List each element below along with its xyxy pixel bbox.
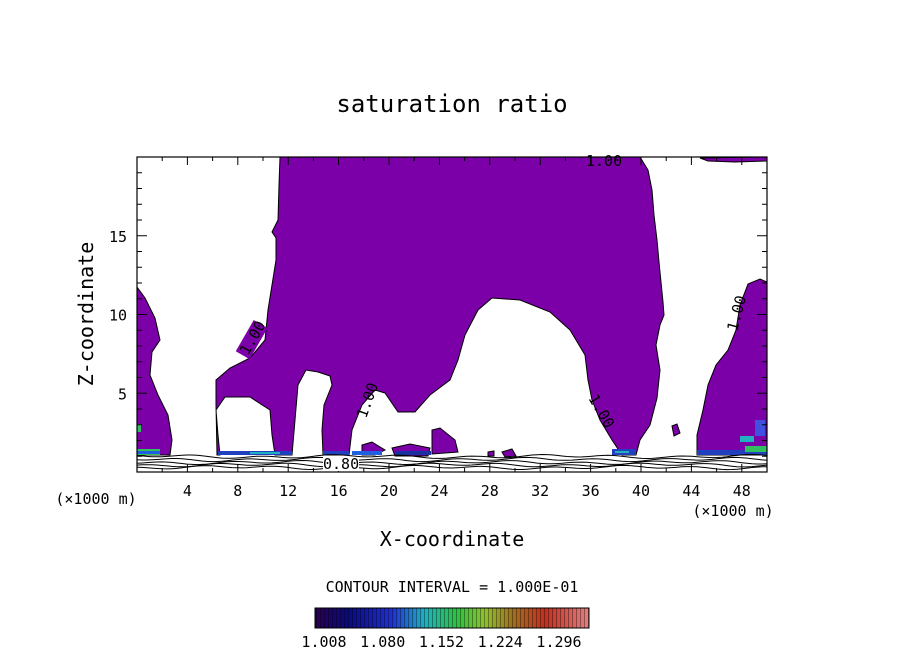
y-tick-label: 10: [109, 307, 127, 325]
colorbar-stripes: [315, 608, 589, 628]
y-tick-label: 15: [109, 228, 127, 246]
y-axis-ticks: 5 10 15: [109, 172, 767, 457]
x-tick-label: 16: [330, 482, 348, 500]
x-tick-label: 8: [233, 482, 242, 500]
contour-label: 0.80: [323, 455, 359, 473]
x-axis-ticks: 4 8 12 16 20 24 28 32 36 40 44 48: [161, 157, 751, 500]
colorbar-tick-labels: 1.008 1.080 1.152 1.224 1.296: [301, 633, 581, 651]
y-axis-label: Z-coordinate: [74, 242, 98, 387]
surface-contour-line: [137, 462, 767, 468]
x-tick-label: 28: [481, 482, 499, 500]
colorbar: [314, 607, 590, 629]
low-cloud-patch-24: [431, 427, 459, 455]
contour-label: 1.00: [586, 152, 622, 170]
x-tick-label: 12: [279, 482, 297, 500]
x-tick-label: 20: [380, 482, 398, 500]
surface-contour-line: [137, 453, 767, 460]
small-patch-31: [501, 448, 517, 458]
x-tick-label: 32: [531, 482, 549, 500]
surface-contour-lines: [137, 453, 767, 471]
x-unit-left: (×1000 m): [55, 490, 136, 508]
contour-interval-label: CONTOUR INTERVAL = 1.000E-01: [326, 578, 579, 596]
y-tick-label: 5: [118, 385, 127, 403]
left-edge-region: [137, 286, 173, 456]
main-plume-region: [215, 157, 665, 456]
surface-contour-line: [137, 456, 767, 463]
x-tick-label: 44: [682, 482, 700, 500]
colorbar-tick-label: 1.008: [301, 633, 346, 651]
colorbar-tick-label: 1.080: [360, 633, 405, 651]
x-axis-label: X-coordinate: [380, 527, 525, 551]
colorbar-frame: [314, 607, 590, 629]
x-tick-label: 36: [582, 482, 600, 500]
x-tick-label: 4: [183, 482, 192, 500]
x-tick-label: 40: [632, 482, 650, 500]
contour-fill-regions: [137, 157, 767, 458]
chart-title: saturation ratio: [336, 90, 567, 118]
colorbar-tick-label: 1.152: [419, 633, 464, 651]
surface-contour-line: [137, 459, 767, 466]
top-right-patch: [699, 157, 767, 163]
near-surface-bands: [137, 420, 767, 455]
colorbar-tick-label: 1.296: [536, 633, 581, 651]
surface-contour-line: [137, 464, 767, 471]
x-tick-label: 24: [430, 482, 448, 500]
small-patch-30: [487, 450, 495, 457]
x-unit-right: (×1000 m): [692, 502, 773, 520]
small-patch-42: [671, 423, 681, 437]
x-tick-label: 48: [733, 482, 751, 500]
colorbar-tick-label: 1.224: [478, 633, 523, 651]
